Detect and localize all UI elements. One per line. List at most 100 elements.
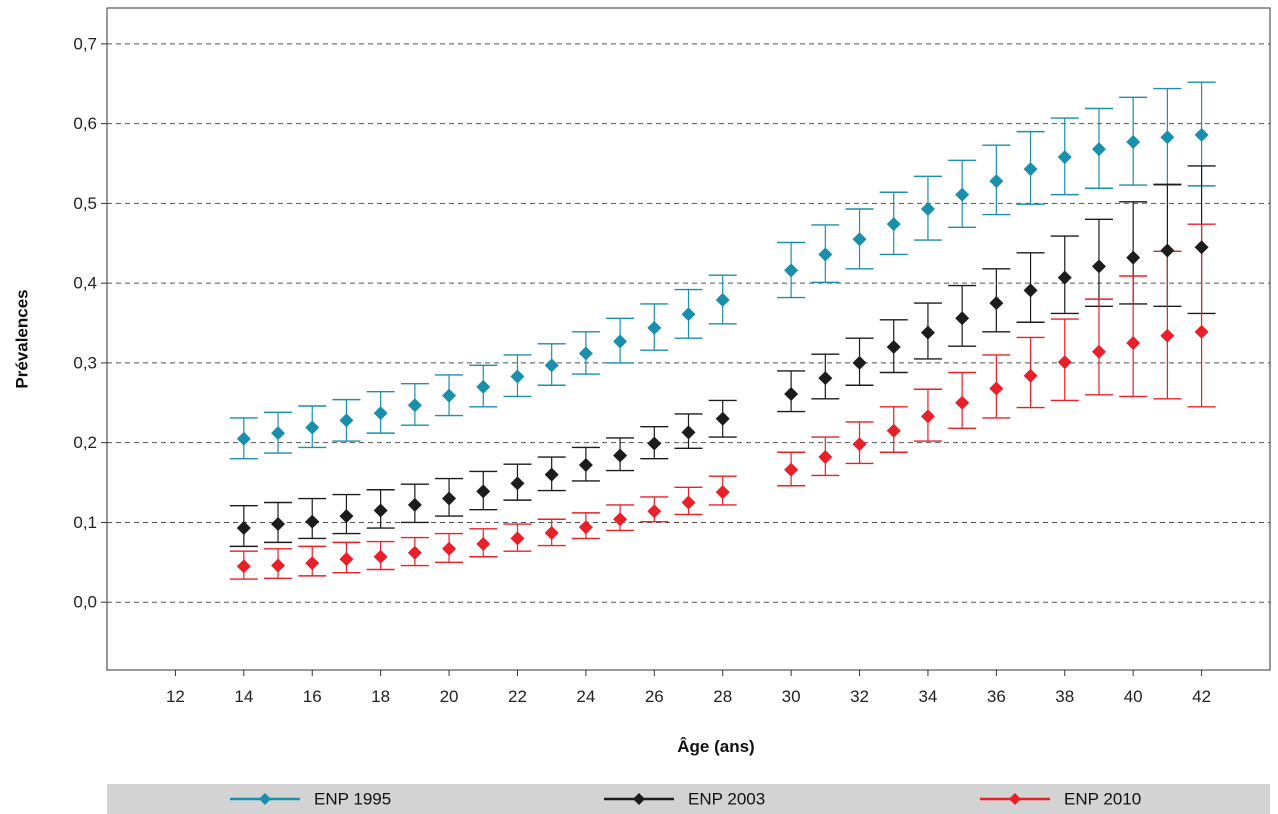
data-point xyxy=(681,495,696,510)
data-point xyxy=(920,409,935,424)
data-point xyxy=(886,423,901,438)
error-bar xyxy=(1153,250,1182,400)
data-point xyxy=(544,525,559,540)
data-point xyxy=(578,458,593,473)
data-point xyxy=(305,556,320,571)
data-markers xyxy=(236,127,1209,574)
legend-marker xyxy=(1009,793,1021,805)
data-point xyxy=(613,334,628,349)
data-point xyxy=(886,339,901,354)
data-point xyxy=(1160,328,1175,343)
data-point xyxy=(1091,259,1106,274)
legend-label: ENP 1995 xyxy=(314,790,391,809)
data-point xyxy=(613,512,628,527)
x-tick-label: 12 xyxy=(166,687,185,706)
data-point xyxy=(886,217,901,232)
data-point xyxy=(681,307,696,322)
data-point xyxy=(852,355,867,370)
data-point xyxy=(989,174,1004,189)
data-point xyxy=(955,395,970,410)
data-point xyxy=(476,484,491,499)
data-point xyxy=(1023,162,1038,177)
data-point xyxy=(1160,130,1175,145)
data-point xyxy=(647,504,662,519)
data-point xyxy=(784,462,799,477)
data-point xyxy=(955,187,970,202)
data-point xyxy=(852,232,867,247)
data-point xyxy=(1194,240,1209,255)
data-point xyxy=(1194,127,1209,142)
data-point xyxy=(715,485,730,500)
data-point xyxy=(236,559,251,574)
data-point xyxy=(442,388,457,403)
data-point xyxy=(784,263,799,278)
y-tick-label: 0,5 xyxy=(73,194,97,213)
data-point xyxy=(407,497,422,512)
data-point xyxy=(305,514,320,529)
data-point xyxy=(852,437,867,452)
data-point xyxy=(681,425,696,440)
data-point xyxy=(818,371,833,386)
data-point xyxy=(271,558,286,573)
data-point xyxy=(305,420,320,435)
data-point xyxy=(510,476,525,491)
data-point xyxy=(1023,368,1038,383)
x-tick-label: 14 xyxy=(234,687,253,706)
data-point xyxy=(236,431,251,446)
x-tick-label: 34 xyxy=(918,687,937,706)
legend-label: ENP 2010 xyxy=(1064,790,1141,809)
x-tick-label: 26 xyxy=(645,687,664,706)
data-point xyxy=(818,450,833,465)
data-point xyxy=(1057,150,1072,165)
plot-frame xyxy=(106,7,1271,671)
data-point xyxy=(818,247,833,262)
data-point xyxy=(510,369,525,384)
x-tick-label: 40 xyxy=(1124,687,1143,706)
data-point xyxy=(339,509,354,524)
x-tick-label: 38 xyxy=(1055,687,1074,706)
data-point xyxy=(544,358,559,373)
data-point xyxy=(339,552,354,567)
data-point xyxy=(1091,142,1106,157)
legend-entry: ENP 2003 xyxy=(604,790,765,809)
y-tick-label: 0,2 xyxy=(73,433,97,452)
data-point xyxy=(1126,250,1141,265)
data-point xyxy=(510,531,525,546)
x-tick-label: 24 xyxy=(576,687,595,706)
data-point xyxy=(1057,270,1072,285)
x-tick-label: 18 xyxy=(371,687,390,706)
x-tick-label: 22 xyxy=(508,687,527,706)
data-point xyxy=(442,491,457,506)
data-point xyxy=(1126,335,1141,350)
data-point xyxy=(339,413,354,428)
data-point xyxy=(544,467,559,482)
legend-marker xyxy=(259,793,271,805)
y-axis-title: Prévalences xyxy=(13,289,32,388)
data-point xyxy=(578,520,593,535)
data-point xyxy=(476,379,491,394)
data-point xyxy=(578,346,593,361)
data-point xyxy=(1023,283,1038,298)
data-point xyxy=(373,549,388,564)
y-axis-ticks: 0,0 0,1 0,2 0,3 0,4 0,5 0,6 0,7 xyxy=(73,34,107,612)
data-point xyxy=(920,201,935,216)
legend-marker xyxy=(633,793,645,805)
x-tick-label: 36 xyxy=(987,687,1006,706)
data-point xyxy=(442,541,457,556)
legend-entries: ENP 1995 ENP 2003 ENP 2010 xyxy=(230,790,1141,809)
legend-entry: ENP 2010 xyxy=(980,790,1141,809)
legend-entry: ENP 1995 xyxy=(230,790,391,809)
legend-background xyxy=(107,784,1270,814)
data-point xyxy=(271,426,286,441)
data-point xyxy=(373,406,388,421)
data-point xyxy=(407,545,422,560)
x-tick-label: 20 xyxy=(440,687,459,706)
data-point xyxy=(920,325,935,340)
legend: ENP 1995 ENP 2003 ENP 2010 xyxy=(107,784,1270,814)
x-tick-label: 32 xyxy=(850,687,869,706)
y-gridlines xyxy=(107,43,1270,603)
x-tick-label: 42 xyxy=(1192,687,1211,706)
error-bar xyxy=(1187,223,1216,408)
x-axis-title: Âge (ans) xyxy=(677,737,754,756)
